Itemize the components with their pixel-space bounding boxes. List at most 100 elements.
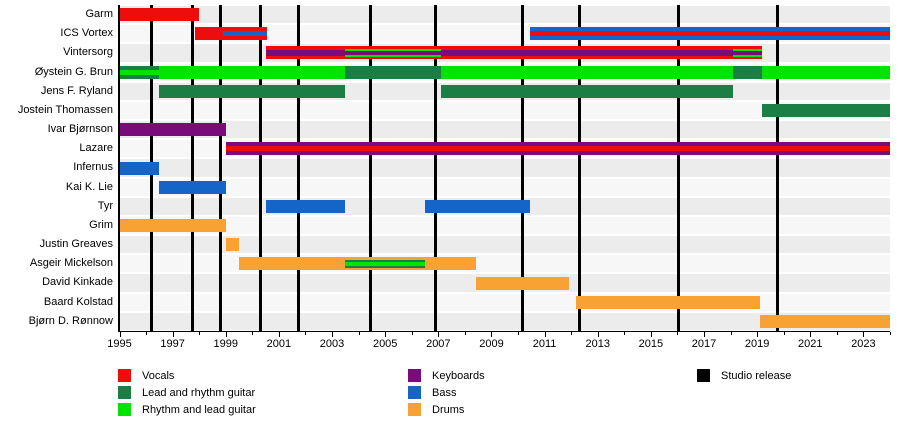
studio-release-line	[258, 5, 262, 331]
x-axis-tick	[278, 332, 280, 337]
bar-layer-drums	[225, 238, 240, 252]
bar-layer-lead_guitar	[733, 65, 763, 79]
row-band	[118, 255, 890, 273]
timeline-bar	[239, 257, 346, 271]
x-axis-tick-label: 1997	[160, 338, 185, 350]
vocals-swatch-icon	[118, 369, 131, 382]
x-axis-tick	[464, 332, 466, 335]
bass-swatch-icon	[408, 386, 421, 399]
legend-label: Drums	[432, 403, 465, 416]
member-label: Lazare	[79, 142, 113, 155]
x-axis-tick	[757, 332, 759, 337]
bar-layer-vocals	[195, 27, 224, 41]
x-axis-tick	[890, 332, 891, 335]
bar-layer-vocals	[345, 46, 441, 49]
bar-layer-bass	[425, 199, 530, 213]
x-axis-tick-label: 2009	[479, 338, 504, 350]
bar-layer-rhythm_guitar	[440, 65, 734, 79]
bar-layer-vocals	[529, 31, 890, 37]
bar-layer-drums	[576, 295, 760, 309]
x-axis-tick	[863, 332, 865, 337]
timeline-bar	[159, 65, 346, 79]
x-axis-tick	[730, 332, 732, 335]
x-axis-tick	[571, 332, 573, 335]
timeline-bar	[425, 199, 530, 213]
timeline-bar	[440, 65, 734, 79]
bar-layer-bass	[223, 31, 267, 37]
member-label: Kai K. Lie	[65, 180, 113, 193]
x-axis-tick	[810, 332, 812, 337]
timeline-bar	[225, 142, 890, 156]
bar-layer-rhythm_guitar	[733, 48, 763, 52]
bar-layer-keyboards	[265, 50, 346, 56]
timeline-bar	[475, 276, 569, 290]
bar-layer-rhythm_guitar	[159, 65, 346, 79]
timeline-bar	[576, 295, 760, 309]
x-axis-tick	[146, 332, 148, 335]
timeline-bar	[345, 257, 426, 271]
bar-layer-rhythm_guitar	[345, 48, 441, 52]
studio-release-line	[369, 5, 373, 331]
x-axis-tick	[704, 332, 706, 337]
bar-layer-rhythm_guitar	[119, 69, 160, 75]
legend-item-drums: Drums	[408, 401, 485, 418]
member-label: Asgeir Mickelson	[29, 257, 113, 270]
member-label: Tyr	[97, 199, 113, 212]
member-label: Justin Greaves	[39, 238, 113, 251]
bar-layer-lead_guitar	[440, 84, 734, 98]
bar-layer-vocals	[223, 27, 267, 32]
bar-layer-rhythm_guitar	[762, 65, 890, 79]
bar-layer-keyboards	[733, 51, 763, 55]
bar-layer-lead_guitar	[119, 65, 160, 70]
x-axis-tick-label: 2005	[372, 338, 398, 350]
member-label: Bjørn D. Rønnow	[28, 314, 113, 327]
bar-layer-bass	[529, 36, 890, 41]
legend-item-bass: Bass	[408, 384, 485, 401]
bar-layer-bass	[265, 199, 346, 213]
bar-layer-bass	[529, 27, 890, 32]
member-label: Baard Kolstad	[43, 295, 113, 308]
bar-layer-drums	[345, 267, 426, 271]
y-axis-line	[118, 5, 120, 331]
timeline-bar	[762, 103, 890, 117]
studio-release-line	[520, 5, 524, 331]
x-axis-tick-label: 2017	[691, 338, 717, 350]
timeline-bar	[440, 46, 734, 60]
x-axis-tick	[677, 332, 679, 335]
bar-layer-drums	[759, 314, 890, 328]
legend-item-lead-guitar: Lead and rhythm guitar	[118, 384, 256, 401]
timeline-bar	[119, 161, 160, 175]
studio-release-line	[218, 5, 222, 331]
bar-layer-vocals	[265, 55, 346, 60]
bar-layer-lead_guitar	[345, 65, 441, 79]
x-axis-tick-label: 1995	[107, 338, 132, 350]
timeline-bar	[223, 27, 267, 41]
studio-release-line	[677, 5, 681, 331]
x-axis-tick	[783, 332, 785, 335]
x-axis-tick-label: 2023	[851, 338, 876, 350]
x-axis-tick	[119, 332, 121, 337]
rhythm-guitar-swatch-icon	[118, 403, 131, 416]
bar-layer-drums	[345, 257, 426, 260]
x-axis-tick	[836, 332, 838, 335]
member-label: Ivar Bjørnson	[47, 123, 113, 136]
bar-layer-vocals	[440, 46, 734, 51]
studio-release-line	[577, 5, 581, 331]
row-band	[118, 6, 890, 24]
x-axis-line	[117, 331, 890, 332]
x-axis-tick-label: 2001	[266, 338, 292, 350]
bar-layer-lead_guitar	[159, 84, 346, 98]
legend-label: Bass	[432, 386, 457, 399]
bar-layer-vocals	[265, 46, 346, 51]
x-axis-tick-label: 2003	[319, 338, 345, 350]
bar-layer-drums	[239, 257, 346, 271]
x-axis-tick	[358, 332, 360, 335]
timeline-bar	[733, 65, 763, 79]
bar-layer-vocals	[119, 8, 200, 22]
legend-label: Studio release	[721, 369, 792, 382]
bar-layer-lead_guitar	[762, 103, 890, 117]
x-axis-tick-label: 1999	[213, 338, 239, 350]
bar-layer-lead_guitar	[345, 259, 426, 262]
row-band	[118, 101, 890, 120]
timeline-bar	[345, 46, 441, 60]
